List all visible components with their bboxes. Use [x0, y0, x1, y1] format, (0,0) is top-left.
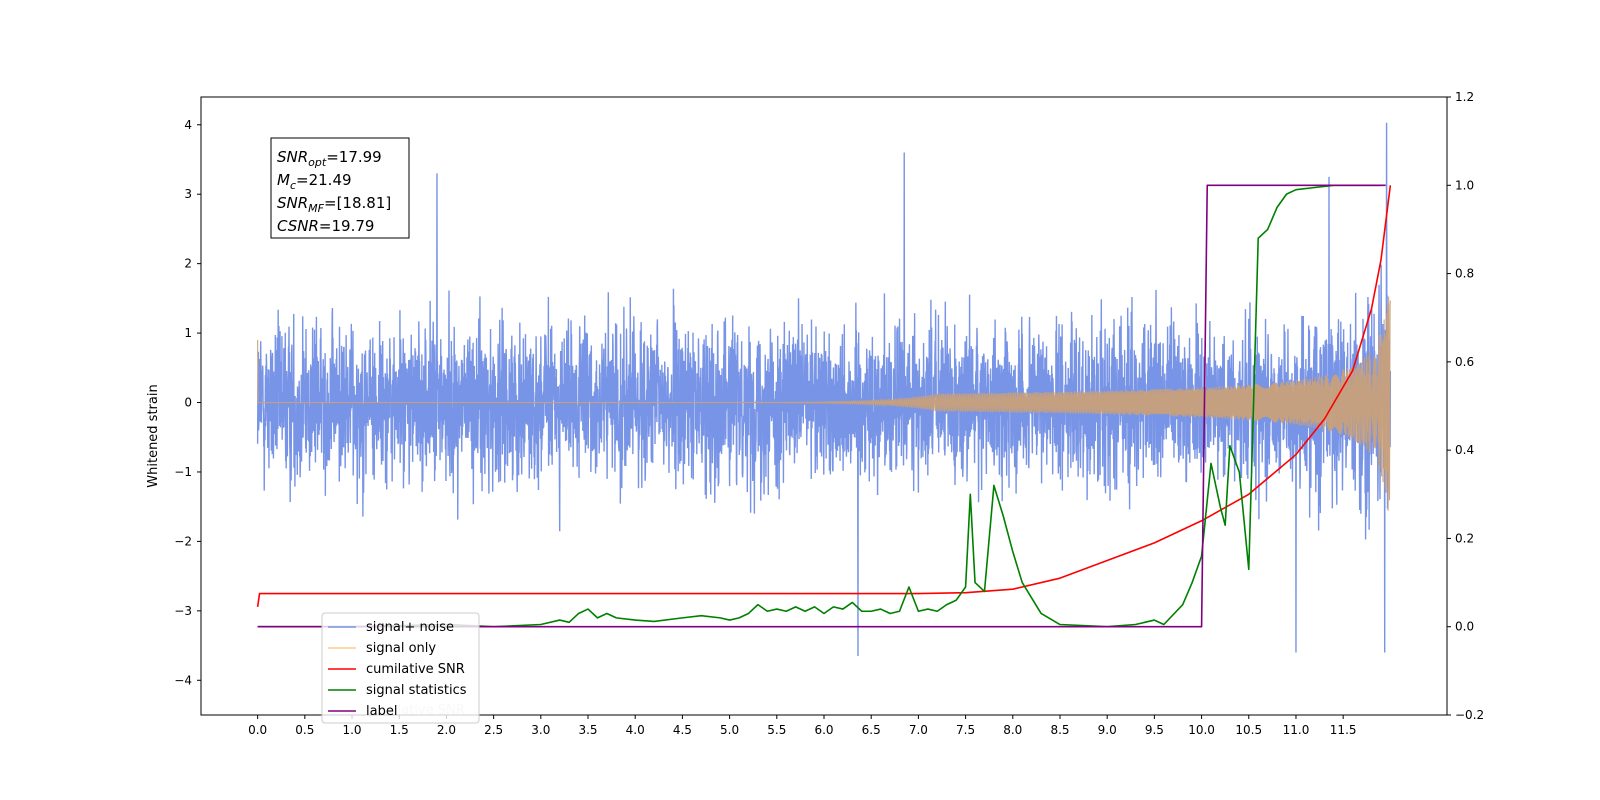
stats-annotation-subscript: opt [308, 156, 327, 169]
stats-annotation-symbol: CSNR [277, 217, 319, 235]
y-left-tick-label: −4 [174, 673, 192, 687]
y-right-tick-label: 1.2 [1455, 90, 1474, 104]
x-tick-label: 4.5 [673, 723, 692, 737]
legend-entry: cumilative SNR [366, 662, 465, 677]
x-tick-label: 9.5 [1145, 723, 1164, 737]
series-label [257, 184, 1386, 628]
stats-annotation-subscript: MF [308, 202, 324, 215]
x-tick-label: 0.0 [248, 723, 267, 737]
y-right-tick-label: −0.2 [1455, 708, 1484, 722]
plot-series-layer [256, 122, 1392, 656]
stats-annotation-symbol: SNR [277, 148, 308, 166]
stats-annotation-frame [270, 137, 410, 239]
series-signal-statistics [257, 184, 1381, 628]
stats-annotation-value: =17.99 [326, 148, 382, 166]
x-tick-label: 5.5 [767, 723, 786, 737]
y-left-tick-label: −1 [174, 465, 192, 479]
y-axis-right: 1.2 1.0 0.8 0.6 0.4 0.2 0.0 −0.2 [1447, 90, 1484, 722]
x-tick-label: 8.5 [1050, 723, 1069, 737]
legend-entry: signal only [366, 641, 436, 656]
y-left-tick-label: 1 [184, 326, 192, 340]
series-signal-only [257, 296, 1391, 511]
y-axis-left: 4 3 2 1 0 −1 −2 −3 −4 [174, 118, 201, 687]
stats-annotation-value: =19.79 [319, 217, 375, 235]
x-tick-label: 2.5 [484, 723, 503, 737]
x-tick-label: 3.0 [531, 723, 550, 737]
y-left-tick-label: −2 [174, 534, 192, 548]
y-right-tick-label: 0.8 [1455, 267, 1474, 281]
stats-annotation-line: SNRMF=[18.81] [277, 194, 391, 215]
x-tick-label: 2.0 [437, 723, 456, 737]
x-tick-label: 10.0 [1188, 723, 1215, 737]
x-tick-label: 5.0 [720, 723, 739, 737]
x-tick-label: 8.0 [1003, 723, 1022, 737]
stats-annotation-value: =[18.81] [324, 194, 391, 212]
x-tick-label: 1.0 [342, 723, 361, 737]
x-tick-label: 11.0 [1283, 723, 1310, 737]
x-tick-label: 7.5 [956, 723, 975, 737]
x-tick-label: 7.0 [909, 723, 928, 737]
y-left-tick-label: 2 [184, 257, 192, 271]
y-right-tick-label: 0.4 [1455, 443, 1474, 457]
x-tick-label: 1.5 [390, 723, 409, 737]
stats-annotation-line: Mc=21.49 [277, 171, 352, 192]
y-left-tick-label: −3 [174, 604, 192, 618]
x-tick-label: 0.5 [295, 723, 314, 737]
legend-entry: label [366, 704, 397, 719]
stats-annotation-line: SNRopt=17.99 [277, 148, 382, 169]
y-left-tick-label: 4 [184, 118, 192, 132]
x-tick-label: 3.5 [578, 723, 597, 737]
stats-annotation-symbol: M [277, 171, 290, 189]
plot-area [200, 96, 1448, 716]
x-tick-label: 11.5 [1330, 723, 1357, 737]
legend-entry: signal+ noise [366, 620, 454, 635]
x-tick-label: 6.0 [814, 723, 833, 737]
x-axis: 0.0 0.5 1.0 1.5 2.0 2.5 3.0 3.5 4.0 4.5 5.0 5.5 6.0 6… [248, 715, 1357, 737]
series-cumilative-snr [256, 185, 1392, 607]
stats-annotation-box: SNRopt=17.99Mc=21.49SNRMF=[18.81]CSNR=19… [270, 137, 410, 239]
y-left-tick-label: 0 [184, 396, 192, 410]
x-tick-label: 4.0 [626, 723, 645, 737]
y-axis-label: Whitened strain [146, 384, 161, 487]
stats-annotation-subscript: c [290, 179, 296, 192]
stats-annotation-symbol: SNR [277, 194, 308, 212]
stats-annotation-value: =21.49 [296, 171, 352, 189]
x-tick-label: 9.0 [1098, 723, 1117, 737]
y-right-tick-label: 1.0 [1455, 178, 1474, 192]
legend-frame [321, 612, 480, 724]
x-tick-label: 10.5 [1235, 723, 1262, 737]
x-tick-label: 6.5 [862, 723, 881, 737]
y-left-tick-label: 3 [184, 187, 192, 201]
stats-annotation-line: CSNR=19.79 [277, 217, 374, 235]
y-right-tick-label: 0.6 [1455, 355, 1474, 369]
y-right-tick-label: 0.0 [1455, 620, 1474, 634]
legend-entry: signal statistics [366, 683, 467, 698]
y-right-tick-label: 0.2 [1455, 531, 1474, 545]
